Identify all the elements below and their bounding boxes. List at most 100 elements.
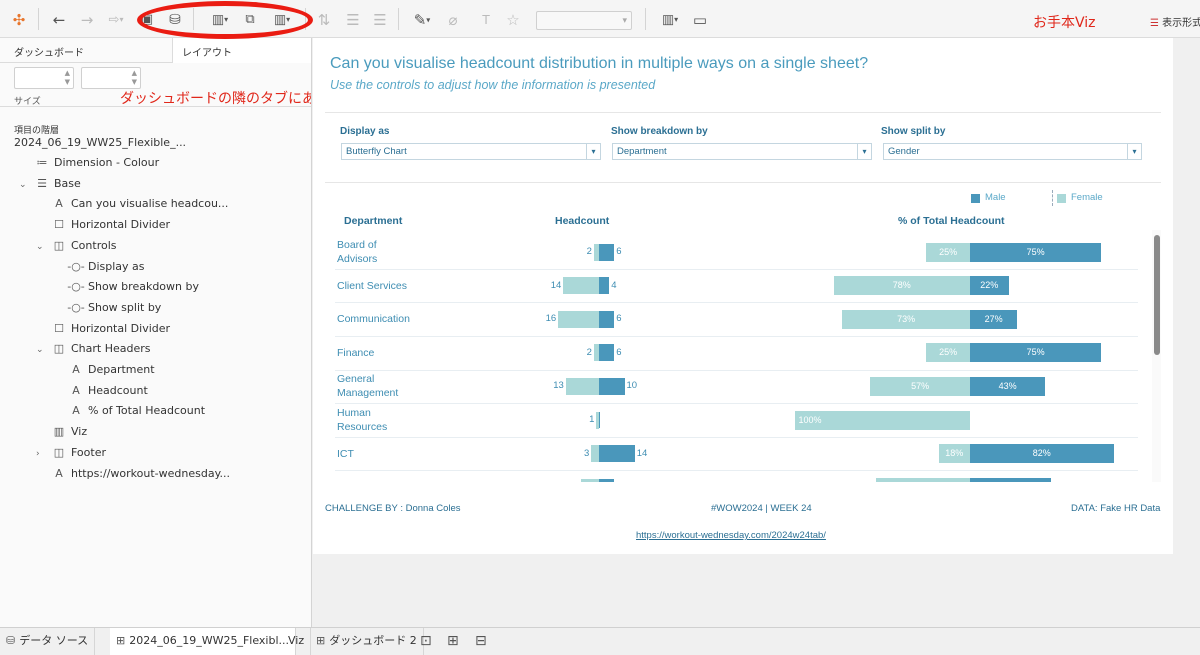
male-headcount-bar[interactable] [599, 445, 635, 463]
tree-item-label: Chart Headers [71, 342, 151, 356]
footer-link[interactable]: https://workout-wednesday.com/2024w24tab… [636, 530, 826, 541]
department-label: ICT [337, 447, 354, 460]
fit-select[interactable]: ▾ [536, 11, 632, 30]
female-headcount-bar[interactable] [591, 445, 599, 463]
scrollbar[interactable] [1154, 235, 1160, 355]
tab-data-source[interactable]: ⛁ データ ソース [0, 628, 96, 655]
tree-item[interactable]: › ◫ Footer [36, 444, 106, 462]
tree-item[interactable]: ≔ Dimension - Colour [19, 154, 160, 172]
swap-icon[interactable]: ⇅ [317, 11, 331, 29]
height-input[interactable]: ▲ ▼ [81, 67, 141, 89]
tree-item[interactable]: ⌄ ◫ Controls [36, 237, 117, 255]
tab-viz[interactable]: Viz [282, 628, 312, 655]
male-pct-bar[interactable] [970, 309, 1018, 329]
show-me-icon[interactable]: ▥▾ [661, 12, 679, 28]
tab-label: データ ソース [19, 634, 89, 647]
male-headcount-bar[interactable] [599, 243, 615, 261]
female-headcount-bar[interactable] [565, 377, 599, 395]
tree-item[interactable]: ☐ Horizontal Divider [36, 216, 170, 234]
tree-item[interactable]: -○- Show breakdown by [53, 278, 199, 296]
tree-item[interactable]: A Headcount [53, 382, 148, 400]
show-format-label: 表示形式 [1162, 18, 1200, 29]
spinner-icon: ▲ ▼ [64, 69, 70, 86]
chevron-down-icon: ▾ [1127, 144, 1141, 159]
tree-item[interactable]: A Department [53, 361, 154, 379]
female-headcount-bar[interactable] [593, 243, 599, 261]
male-pct-bar[interactable] [970, 444, 1114, 464]
redo-icon[interactable]: → [80, 11, 94, 29]
female-pct-bar[interactable] [875, 477, 970, 482]
highlight-icon[interactable]: ✎▾ [413, 11, 431, 29]
legend-label[interactable]: Female [1071, 192, 1103, 203]
tree-item[interactable]: -○- Display as [53, 258, 144, 276]
female-pct-bar[interactable] [938, 444, 970, 464]
tree-file-name: 2024_06_19_WW25_Flexible_... [14, 136, 187, 149]
dashboard-icon: ⊞ [116, 634, 126, 647]
female-pct-bar[interactable] [926, 242, 970, 262]
male-headcount-bar[interactable] [599, 478, 615, 482]
breakdown-select[interactable]: Department ▾ [612, 143, 872, 160]
show-format-button[interactable]: ☰ 表示形式 [1150, 14, 1200, 29]
tab-dashboard-main[interactable]: ⊞ 2024_06_19_WW25_Flexibl... [110, 628, 297, 655]
male-headcount-bar[interactable] [599, 310, 615, 328]
female-pct-bar[interactable] [833, 276, 970, 296]
male-pct-bar[interactable] [970, 376, 1046, 396]
new-dashboard-icon[interactable]: ⊞ [447, 633, 459, 649]
new-worksheet-icon[interactable]: ⊡ [420, 633, 432, 649]
tab-dashboard-2[interactable]: ⊞ ダッシュボード 2 [310, 628, 424, 655]
tab-layout[interactable]: レイアウト [182, 48, 232, 59]
butterfly-chart[interactable]: Board of Advisors 2 6 25% 75% Client Services… [325, 230, 1161, 482]
tree-item[interactable]: -○- Show split by [53, 299, 161, 317]
width-input[interactable]: ▲ ▼ [14, 67, 74, 89]
tree-item[interactable]: ☐ Horizontal Divider [36, 320, 170, 338]
presentation-icon[interactable]: ▭ [692, 11, 708, 29]
tree-item[interactable]: ⌄ ☰ Base [19, 175, 81, 193]
male-pct-bar[interactable] [970, 242, 1102, 262]
female-headcount-bar[interactable] [581, 478, 599, 482]
female-pct-bar[interactable] [926, 343, 970, 363]
new-story-icon[interactable]: ⊟ [475, 633, 487, 649]
female-headcount-bar[interactable] [558, 310, 599, 328]
male-pct-bar[interactable] [970, 343, 1102, 363]
expand-toggle-icon[interactable]: ⌄ [36, 345, 44, 356]
male-headcount-bar[interactable] [599, 377, 625, 395]
tree-item[interactable]: A Can you visualise headcou... [36, 195, 228, 213]
female-headcount-bar[interactable] [563, 277, 599, 295]
tab-dashboard[interactable]: ダッシュボード [14, 48, 84, 59]
male-pct-label: 43% [998, 380, 1017, 391]
male-pct-label: 75% [1026, 246, 1045, 257]
undo-icon[interactable]: ← [52, 11, 66, 29]
expand-toggle-icon[interactable]: ⌄ [19, 179, 27, 190]
tree-item-icon: ▥ [53, 425, 65, 439]
tree-item[interactable]: A % of Total Headcount [53, 402, 205, 420]
legend-label[interactable]: Male [985, 192, 1006, 203]
female-pct-bar[interactable] [795, 410, 970, 430]
tree-item-label: Controls [71, 238, 117, 252]
expand-toggle-icon[interactable]: ⌄ [36, 241, 44, 252]
male-headcount-bar[interactable] [599, 344, 615, 362]
chevron-down-icon: ▾ [586, 144, 600, 159]
sort-descending-icon[interactable]: ☰ [373, 11, 387, 29]
male-pct-bar[interactable] [970, 276, 1009, 296]
pin-icon[interactable]: ☆ [506, 11, 520, 29]
female-headcount-bar[interactable] [593, 344, 599, 362]
split-by-select[interactable]: Gender ▾ [883, 143, 1142, 160]
female-headcount-bar[interactable] [596, 411, 599, 429]
text-label-icon[interactable]: T [482, 13, 490, 27]
annotation-text: ダッシュボードの隣のタブにあります [120, 91, 311, 107]
female-pct-bar[interactable] [870, 376, 970, 396]
tab-layout-bg [172, 38, 311, 63]
female-pct-bar[interactable] [842, 309, 970, 329]
attach-icon[interactable]: ⌀ [448, 11, 458, 29]
male-headcount-bar[interactable] [599, 277, 610, 295]
display-as-select[interactable]: Butterfly Chart ▾ [341, 143, 601, 160]
tableau-logo-icon[interactable]: ✣ [12, 11, 26, 29]
replay-icon[interactable]: ⇨▾ [108, 12, 124, 28]
tree-item[interactable]: ▥ Viz [36, 423, 87, 441]
male-pct-bar[interactable] [970, 477, 1051, 482]
sort-ascending-icon[interactable]: ☰ [346, 11, 360, 29]
expand-toggle-icon[interactable]: › [36, 448, 40, 459]
tree-item[interactable]: ⌄ ◫ Chart Headers [36, 340, 151, 358]
pane-divider [0, 106, 311, 107]
